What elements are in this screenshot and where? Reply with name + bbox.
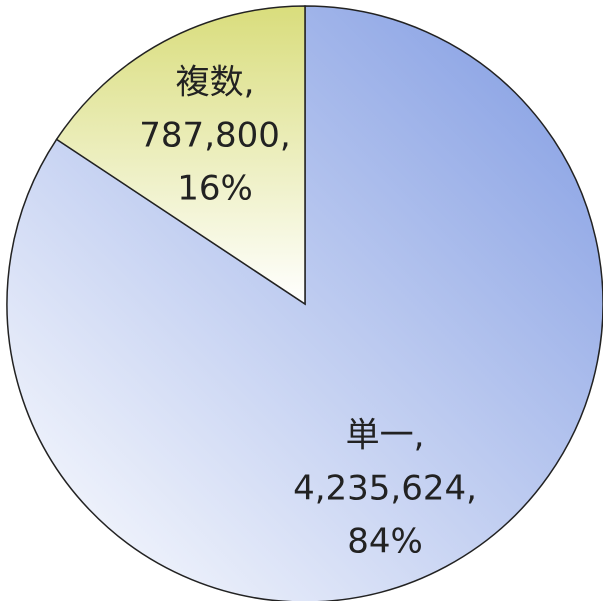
percent-label: 84%	[347, 522, 423, 562]
slice-label: 複数,	[176, 63, 255, 103]
value-label: 4,235,624,	[293, 469, 477, 509]
slice-label: 単一,	[346, 416, 425, 456]
pie-slice	[55, 5, 306, 306]
pie-slice	[6, 5, 603, 601]
percent-label: 16%	[177, 169, 253, 209]
value-label: 787,800,	[139, 116, 290, 156]
